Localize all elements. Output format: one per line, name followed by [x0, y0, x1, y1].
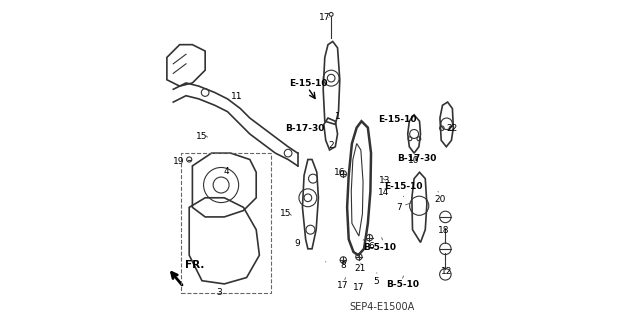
- Text: 14: 14: [378, 188, 390, 197]
- Text: 3: 3: [216, 288, 221, 297]
- Text: E-15-10: E-15-10: [378, 115, 417, 124]
- Text: 8: 8: [340, 261, 346, 270]
- Text: 9: 9: [294, 239, 300, 248]
- Text: 18: 18: [438, 226, 449, 235]
- Text: E-15-10: E-15-10: [385, 182, 423, 191]
- Text: 4: 4: [223, 167, 228, 176]
- Text: 21: 21: [354, 264, 365, 273]
- Text: 19: 19: [173, 157, 184, 166]
- Text: B-5-10: B-5-10: [386, 280, 419, 289]
- Text: B-17-30: B-17-30: [285, 124, 324, 133]
- Text: 15: 15: [196, 132, 208, 141]
- Text: 1: 1: [335, 112, 340, 121]
- Text: 17: 17: [319, 13, 330, 22]
- Text: 17: 17: [337, 281, 349, 290]
- Text: 22: 22: [447, 124, 458, 133]
- Text: 12: 12: [441, 267, 452, 276]
- Text: 20: 20: [434, 195, 445, 204]
- Text: 15: 15: [280, 209, 292, 218]
- Text: 6: 6: [369, 242, 374, 251]
- Text: B-5-10: B-5-10: [364, 243, 396, 252]
- Text: 10: 10: [408, 156, 419, 165]
- Text: 7: 7: [396, 204, 402, 212]
- Text: B-17-30: B-17-30: [397, 154, 436, 163]
- Text: 5: 5: [373, 277, 379, 286]
- Text: FR.: FR.: [186, 260, 205, 270]
- Text: 13: 13: [380, 176, 391, 185]
- Text: SEP4-E1500A: SEP4-E1500A: [349, 302, 415, 312]
- Text: 17: 17: [353, 283, 365, 292]
- Text: 11: 11: [230, 92, 242, 101]
- Text: 16: 16: [334, 168, 346, 177]
- Bar: [181, 153, 271, 293]
- Text: E-15-10: E-15-10: [289, 79, 327, 88]
- Text: 2: 2: [328, 141, 334, 150]
